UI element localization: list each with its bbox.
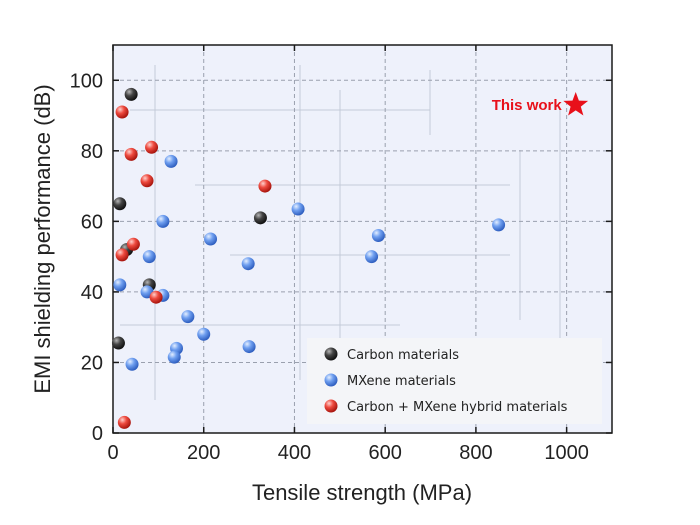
data-point-series-3 <box>258 179 272 193</box>
background-decoration-lines <box>120 65 561 400</box>
data-point-series-2 <box>291 202 305 216</box>
data-point-series-1 <box>124 87 138 101</box>
data-point-series-2 <box>197 327 211 341</box>
y-tick-label: 100 <box>70 70 103 92</box>
data-point-series-2 <box>125 357 139 371</box>
data-point-series-1 <box>111 336 125 350</box>
data-point-series-3 <box>115 248 129 262</box>
legend-marker-series-1 <box>324 347 338 361</box>
data-point-series-3 <box>117 415 131 429</box>
data-point-series-2 <box>164 154 178 168</box>
data-point-series-2 <box>181 310 195 324</box>
data-point-series-2 <box>204 232 218 246</box>
data-point-series-3 <box>115 105 129 119</box>
x-tick-label: 800 <box>459 442 492 464</box>
data-point-series-2 <box>156 214 170 228</box>
data-point-series-3 <box>124 147 138 161</box>
data-point-series-1 <box>113 197 127 211</box>
x-tick-label: 200 <box>187 442 220 464</box>
legend-box <box>307 338 602 424</box>
data-point-series-3 <box>145 140 159 154</box>
legend-label-series-2: MXene materials <box>347 374 456 389</box>
x-tick-label: 400 <box>278 442 311 464</box>
this-work-label: This work <box>492 97 563 114</box>
data-point-series-2 <box>492 218 506 232</box>
data-point-series-3 <box>126 237 140 251</box>
x-tick-label: 600 <box>368 442 401 464</box>
y-tick-label: 40 <box>81 282 103 304</box>
legend: Carbon materials MXene materials Carbon + … <box>307 338 602 424</box>
data-point-series-2 <box>371 228 385 242</box>
x-tick-label: 0 <box>107 442 118 464</box>
data-point-series-2 <box>142 250 156 264</box>
y-tick-label: 0 <box>92 423 103 445</box>
data-points <box>111 87 506 429</box>
data-point-series-3 <box>149 290 163 304</box>
y-tick-label: 60 <box>81 211 103 233</box>
x-axis-title: Tensile strength (MPa) <box>252 480 472 505</box>
data-point-series-2 <box>242 340 256 354</box>
annotations: This work <box>492 92 589 116</box>
x-tick-label: 1000 <box>544 442 589 464</box>
axis-ticks: 0 200 400 600 800 1000 0 20 40 60 80 100 <box>70 45 612 464</box>
data-point-series-2 <box>365 250 379 264</box>
y-tick-label: 80 <box>81 141 103 163</box>
this-work-star-marker <box>563 92 589 116</box>
data-point-series-3 <box>140 174 154 188</box>
legend-label-series-3: Carbon + MXene hybrid materials <box>347 400 568 415</box>
y-tick-label: 20 <box>81 352 103 374</box>
legend-marker-series-2 <box>324 373 338 387</box>
data-point-series-2 <box>167 350 181 364</box>
data-point-series-1 <box>253 211 267 225</box>
plot-frame <box>112 44 613 434</box>
legend-label-series-1: Carbon materials <box>347 348 459 363</box>
legend-marker-series-3 <box>324 399 338 413</box>
data-point-series-2 <box>241 257 255 271</box>
data-point-series-2 <box>113 278 127 292</box>
y-axis-title: EMI shielding performance (dB) <box>30 84 55 393</box>
